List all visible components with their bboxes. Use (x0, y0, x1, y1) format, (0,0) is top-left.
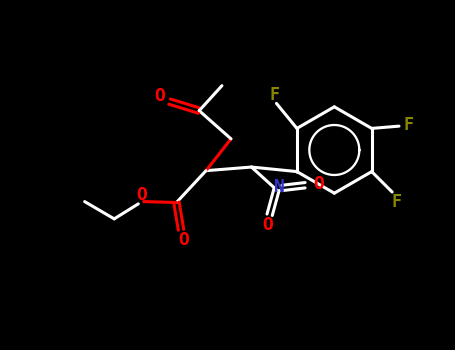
Text: F: F (269, 86, 279, 104)
Text: O: O (313, 175, 324, 193)
Text: F: F (392, 193, 402, 211)
Text: N: N (274, 178, 285, 196)
Text: F: F (403, 116, 413, 134)
Text: O: O (178, 231, 189, 249)
Text: O: O (262, 216, 273, 234)
Text: O: O (136, 186, 147, 204)
Text: O: O (154, 87, 165, 105)
